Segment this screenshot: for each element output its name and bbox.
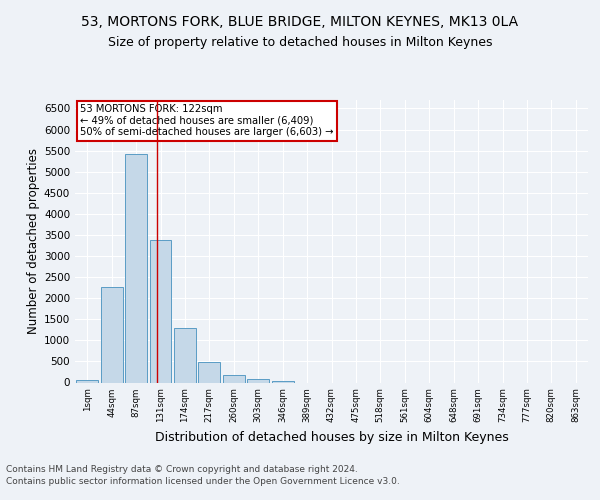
Text: Contains public sector information licensed under the Open Government Licence v3: Contains public sector information licen… xyxy=(6,476,400,486)
X-axis label: Distribution of detached houses by size in Milton Keynes: Distribution of detached houses by size … xyxy=(155,430,508,444)
Bar xyxy=(199,362,220,382)
Y-axis label: Number of detached properties: Number of detached properties xyxy=(27,148,40,334)
Bar xyxy=(174,328,196,382)
Bar xyxy=(101,287,122,382)
Bar xyxy=(247,380,269,382)
Bar xyxy=(76,380,98,382)
Text: 53, MORTONS FORK, BLUE BRIDGE, MILTON KEYNES, MK13 0LA: 53, MORTONS FORK, BLUE BRIDGE, MILTON KE… xyxy=(82,16,518,30)
Text: Contains HM Land Registry data © Crown copyright and database right 2024.: Contains HM Land Registry data © Crown c… xyxy=(6,464,358,473)
Text: 53 MORTONS FORK: 122sqm
← 49% of detached houses are smaller (6,409)
50% of semi: 53 MORTONS FORK: 122sqm ← 49% of detache… xyxy=(80,104,334,138)
Text: Size of property relative to detached houses in Milton Keynes: Size of property relative to detached ho… xyxy=(108,36,492,49)
Bar xyxy=(149,240,172,382)
Bar xyxy=(125,154,147,382)
Bar xyxy=(272,381,293,382)
Bar xyxy=(223,374,245,382)
